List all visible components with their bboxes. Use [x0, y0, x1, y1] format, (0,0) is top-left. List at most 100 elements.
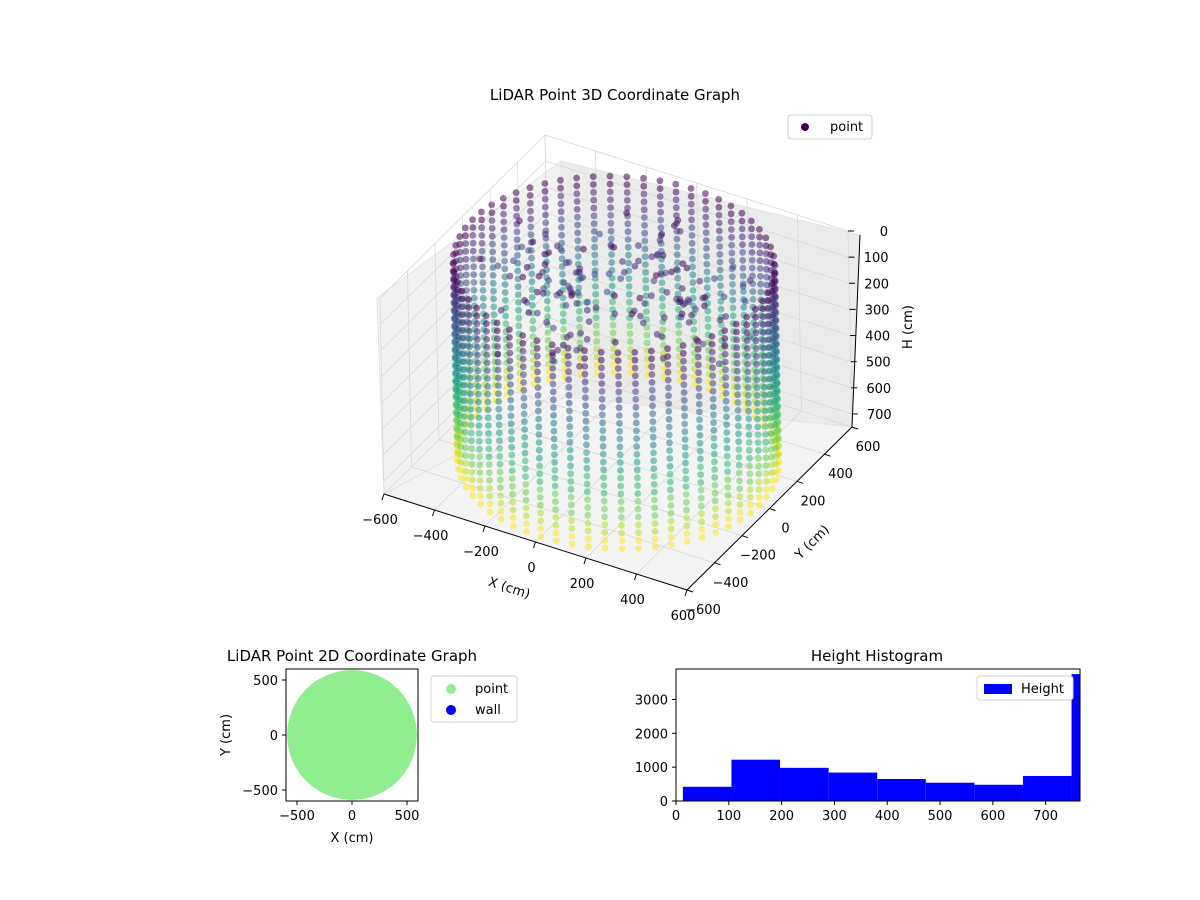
point-3d: [625, 259, 632, 267]
point-3d: [767, 243, 774, 251]
point-3d: [648, 347, 655, 355]
point-3d: [564, 344, 572, 352]
point-3d: [490, 295, 497, 303]
point-3d: [582, 402, 589, 409]
point-3d: [696, 277, 704, 285]
point-3d: [497, 306, 505, 314]
point-3d: [610, 244, 618, 251]
point-3d: [650, 457, 657, 465]
point-3d: [738, 225, 746, 233]
point-3d: [475, 437, 483, 445]
point-3d: [610, 345, 617, 353]
legend-3d-label: point: [830, 120, 863, 135]
point-3d: [631, 349, 639, 356]
point-3d: [608, 282, 616, 290]
point-3d: [722, 405, 730, 413]
point-3d: [681, 412, 688, 420]
point-3d: [467, 429, 475, 437]
point-3d: [470, 271, 478, 278]
point-3d: [599, 442, 607, 450]
point-3d: [703, 245, 710, 252]
point-3d: [592, 298, 600, 306]
point-3d: [733, 367, 741, 375]
point-3d: [497, 499, 505, 507]
point-3d: [541, 260, 549, 268]
x-tick: [684, 589, 688, 597]
chart-3d-legend: point: [787, 114, 873, 140]
point-3d: [709, 395, 717, 403]
point-3d: [525, 309, 533, 316]
point-3d: [659, 326, 667, 334]
point-3d: [708, 348, 716, 356]
point-3d: [648, 355, 655, 363]
point-3d: [566, 423, 574, 430]
point-3d: [722, 389, 730, 397]
point-3d: [641, 245, 649, 253]
point-3d: [581, 370, 589, 378]
point-3d: [521, 434, 529, 441]
point-3d: [459, 319, 467, 326]
point-3d: [656, 185, 664, 193]
point-3d: [583, 335, 591, 343]
point-3d: [723, 429, 731, 436]
point-3d: [533, 345, 541, 352]
point-3d: [458, 295, 466, 303]
point-3d: [456, 233, 464, 240]
point-3d: [559, 341, 567, 349]
y-tick-label: −200: [740, 549, 776, 564]
point-3d: [724, 476, 732, 483]
point-3d: [651, 512, 659, 519]
point-3d: [753, 352, 760, 360]
point-3d: [541, 180, 549, 187]
point-3d: [476, 453, 484, 461]
point-3d: [493, 319, 501, 327]
point-3d: [761, 383, 768, 391]
point-3d: [563, 333, 571, 341]
point-3d: [753, 376, 761, 384]
point-3d: [667, 525, 675, 533]
point-3d: [711, 481, 719, 489]
point-3d: [476, 445, 483, 453]
point-3d: [450, 251, 457, 258]
point-3d: [665, 392, 672, 400]
x-tick-label-hist: 500: [928, 809, 953, 824]
point-3d: [746, 277, 754, 284]
point-3d: [725, 523, 733, 530]
point-3d: [675, 321, 683, 329]
point-3d: [665, 415, 673, 423]
point-3d: [549, 357, 556, 364]
point-3d: [756, 241, 764, 249]
point-3d: [482, 320, 490, 327]
point-3d: [565, 399, 573, 407]
point-3d: [549, 365, 557, 372]
point-3d: [744, 360, 751, 368]
point-3d: [729, 281, 736, 288]
point-3d: [634, 482, 641, 490]
point-3d: [763, 493, 771, 501]
point-3d: [724, 484, 732, 491]
point-3d: [709, 387, 717, 395]
point-3d: [475, 414, 483, 422]
point-3d: [469, 247, 477, 255]
point-3d: [568, 292, 575, 299]
point-3d: [650, 277, 658, 285]
point-3d: [680, 357, 687, 365]
point-3d: [486, 492, 494, 500]
point-3d: [535, 431, 543, 438]
point-3d: [584, 298, 592, 306]
legend-2d-point-label: point: [475, 682, 508, 697]
point-3d: [664, 368, 672, 376]
y-tick: [714, 562, 721, 566]
point-3d: [628, 310, 636, 318]
point-3d: [461, 397, 468, 405]
point-3d: [631, 262, 639, 270]
point-3d: [519, 363, 527, 371]
chart-hist-title: Height Histogram: [811, 647, 943, 665]
point-3d: [475, 398, 482, 406]
point-3d: [500, 210, 507, 218]
point-3d: [635, 242, 642, 250]
point-3d: [702, 229, 710, 237]
x-tick-label-2d: 0: [348, 809, 356, 824]
point-3d: [542, 211, 549, 219]
point-3d: [574, 245, 582, 253]
